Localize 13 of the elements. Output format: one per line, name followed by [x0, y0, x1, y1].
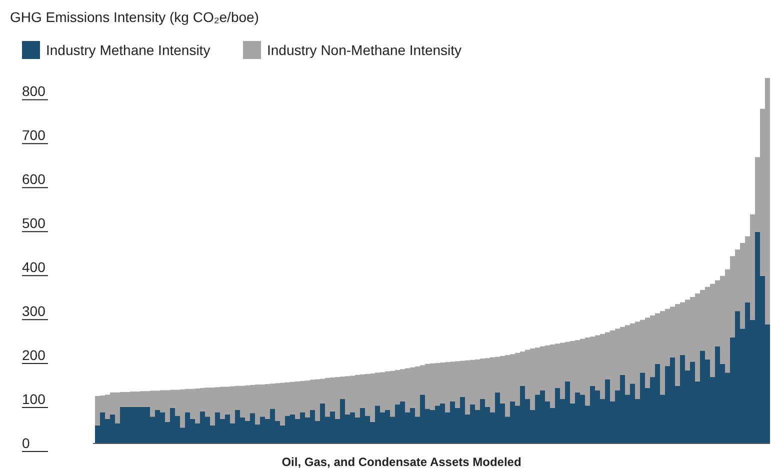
y-tick-label: 500 — [22, 215, 46, 232]
y-axis-title: GHG Emissions Intensity (kg CO₂e/boe) — [10, 9, 259, 25]
legend-label: Industry Non-Methane Intensity — [267, 42, 462, 58]
legend-label: Industry Methane Intensity — [46, 42, 210, 58]
y-tick-label: 100 — [22, 391, 46, 408]
y-tick-label: 600 — [22, 171, 46, 188]
x-axis-title: Oil, Gas, and Condensate Assets Modeled — [282, 455, 522, 469]
y-tick-label: 200 — [22, 347, 46, 364]
y-tick-label: 800 — [22, 83, 46, 100]
y-tick-label: 400 — [22, 259, 46, 276]
y-tick-label: 300 — [22, 303, 46, 320]
y-tick-label: 0 — [22, 435, 30, 451]
y-tick-label: 700 — [22, 127, 46, 144]
